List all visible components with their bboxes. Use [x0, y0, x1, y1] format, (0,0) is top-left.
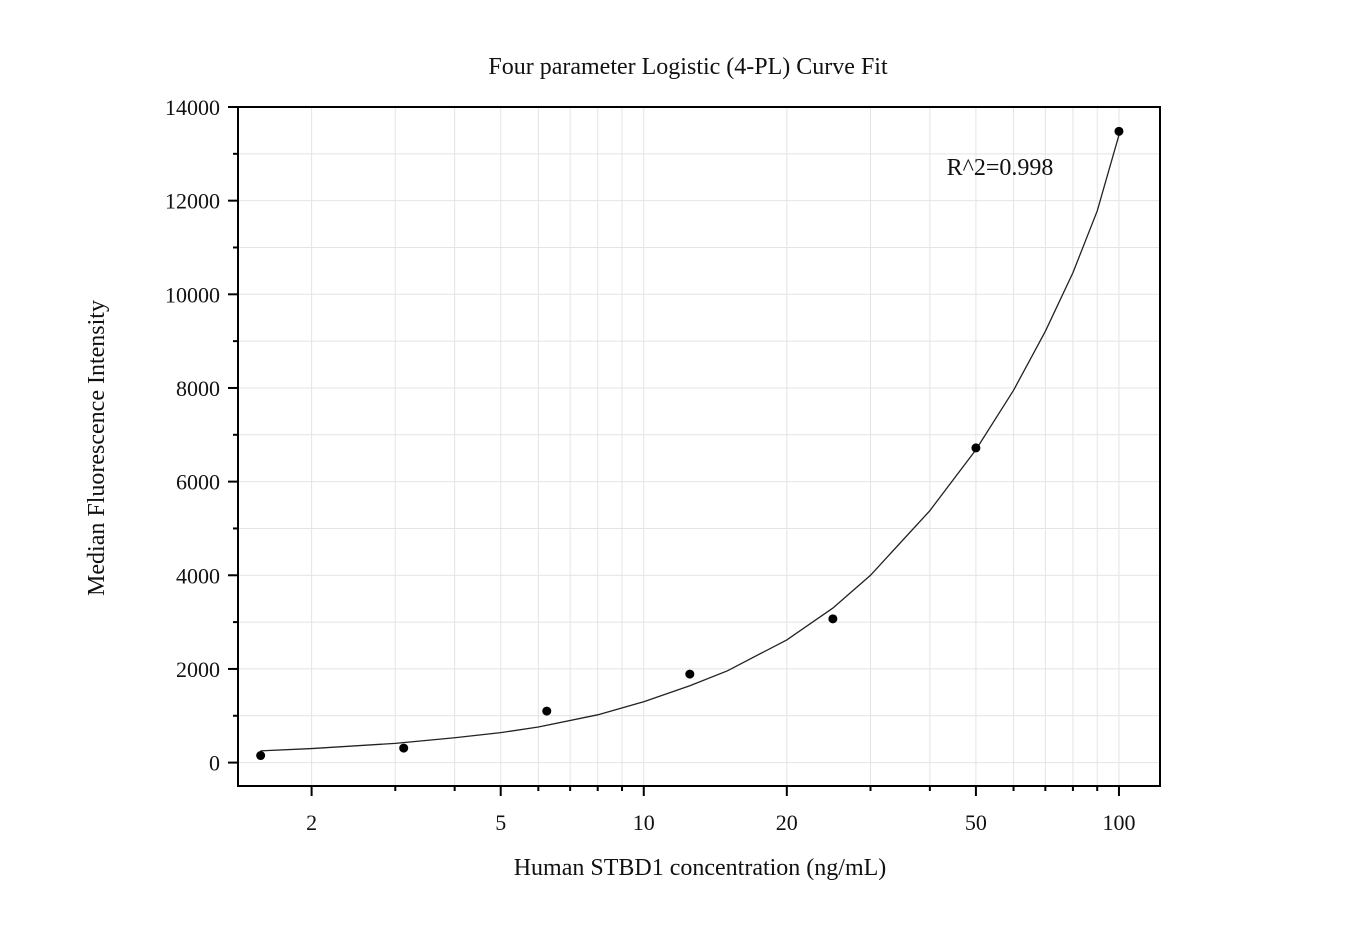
fit-curve [260, 134, 1120, 752]
x-tick-label: 10 [633, 810, 655, 835]
x-tick-label: 100 [1102, 810, 1135, 835]
y-tick-label: 2000 [176, 657, 220, 682]
chart-title: Four parameter Logistic (4-PL) Curve Fit [488, 54, 888, 80]
data-point [971, 443, 981, 453]
data-point [542, 706, 552, 716]
plot-frame [237, 106, 1161, 787]
x-tick-label: 50 [965, 810, 987, 835]
data-point [685, 669, 695, 679]
data-points-layer [256, 126, 1124, 761]
y-tick-label: 6000 [176, 470, 220, 495]
y-tick-label: 0 [209, 751, 220, 776]
x-tick-label: 5 [495, 810, 506, 835]
y-axis: 0 2000 4000 6000 8000 10000 12000 14000 [165, 95, 238, 776]
x-tick-label: 20 [776, 810, 798, 835]
data-point [399, 743, 409, 753]
y-tick-label: 8000 [176, 376, 220, 401]
y-tick-label: 14000 [165, 95, 220, 120]
x-axis: 2 5 10 20 50 100 [306, 786, 1135, 835]
r-squared-annotation: R^2=0.998 [947, 155, 1054, 181]
y-tick-label: 10000 [165, 282, 220, 307]
grid [238, 106, 1160, 786]
x-tick-label: 2 [306, 810, 317, 835]
y-tick-label: 12000 [165, 189, 220, 214]
data-point [1114, 126, 1124, 136]
x-axis-label: Human STBD1 concentration (ng/mL) [514, 855, 887, 881]
data-point [828, 614, 838, 624]
y-axis-label: Median Fluorescence Intensity [84, 300, 110, 596]
fit-curve-layer [260, 134, 1120, 752]
data-point [256, 751, 266, 761]
y-tick-label: 4000 [176, 563, 220, 588]
